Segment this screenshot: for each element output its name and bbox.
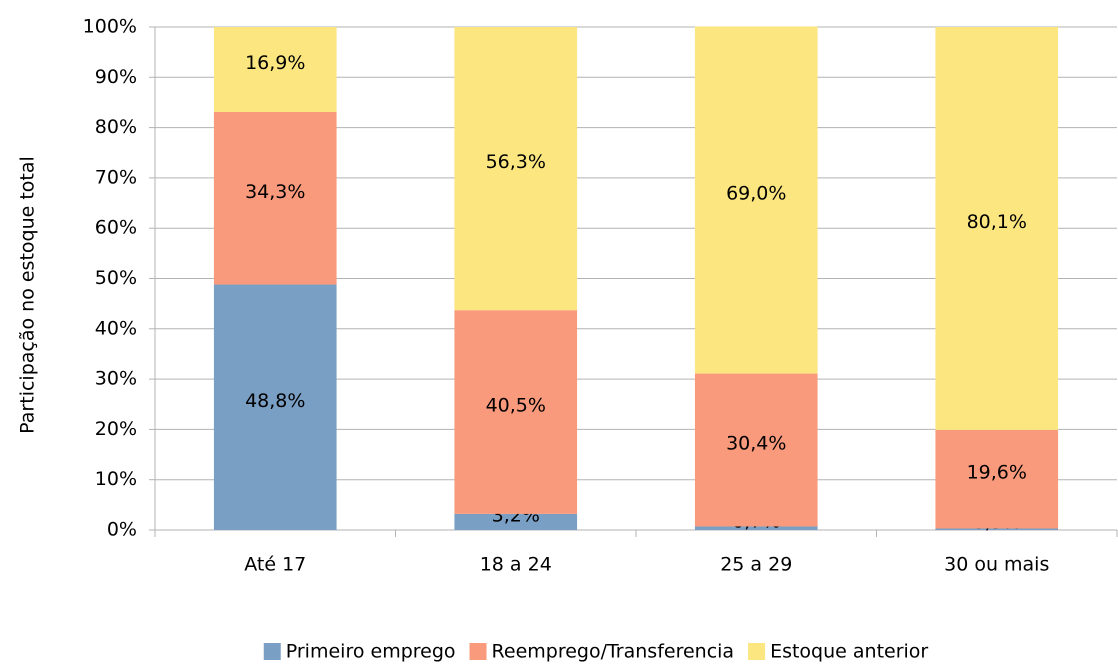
bar-segment — [694, 26, 818, 374]
bar-segment — [213, 112, 337, 285]
value-label: 34,3% — [245, 181, 305, 203]
value-label: 16,9% — [245, 52, 305, 74]
bar-segment — [935, 27, 1059, 430]
bar-segment — [213, 27, 337, 113]
legend-swatch — [263, 643, 281, 660]
y-tick-label: 100% — [83, 16, 137, 38]
y-axis-label: Participação no estoque total — [17, 156, 39, 434]
value-label: 19,6% — [967, 462, 1027, 484]
value-label: 30,4% — [726, 433, 786, 455]
y-tick-label: 60% — [95, 217, 137, 239]
y-tick-label: 40% — [95, 317, 137, 339]
legend-label: Reemprego/Transferencia — [492, 641, 735, 663]
y-tick-label: 20% — [95, 418, 137, 440]
bar-segment — [694, 526, 818, 530]
legend-label: Estoque anterior — [770, 641, 928, 663]
y-tick-label: 10% — [95, 468, 137, 490]
bar-segment — [935, 429, 1059, 529]
y-tick-label: 90% — [95, 66, 137, 88]
value-label: 56,3% — [486, 151, 546, 173]
value-label: 80,1% — [967, 211, 1027, 233]
bar-segment — [454, 310, 578, 514]
value-label: 69,0% — [726, 183, 786, 205]
x-tick-label: Até 17 — [244, 554, 306, 576]
x-tick-label: 18 a 24 — [480, 554, 552, 576]
y-tick-label: 30% — [95, 368, 137, 390]
x-tick-label: 25 a 29 — [720, 554, 792, 576]
legend-swatch — [748, 643, 766, 660]
bar-segment — [694, 373, 818, 527]
legend-label: Primeiro emprego — [286, 641, 456, 663]
y-tick-label: 80% — [95, 116, 137, 138]
value-label: 40,5% — [486, 395, 546, 417]
x-tick-label: 30 ou mais — [944, 554, 1049, 576]
bar-segment — [454, 27, 578, 311]
legend-swatch — [469, 643, 487, 660]
value-label: 48,8% — [245, 390, 305, 412]
y-tick-label: 50% — [95, 267, 137, 289]
y-tick-label: 70% — [95, 166, 137, 188]
bar-segment — [213, 284, 337, 530]
bar-segment — [935, 528, 1059, 530]
y-tick-label: 0% — [107, 519, 137, 541]
bar-segment — [454, 513, 578, 530]
